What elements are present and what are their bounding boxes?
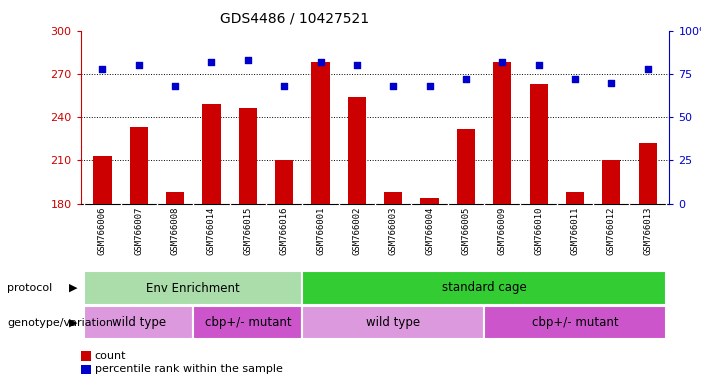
Point: [206, 59, 217, 65]
Bar: [84, 306, 193, 339]
Point: [243, 57, 254, 63]
Bar: [130, 127, 148, 204]
Bar: [193, 306, 302, 339]
Text: cbp+/- mutant: cbp+/- mutant: [531, 316, 618, 329]
Point: [606, 79, 617, 86]
Bar: [421, 198, 439, 204]
Text: wild type: wild type: [366, 316, 421, 329]
Text: GSM766010: GSM766010: [534, 207, 543, 255]
Bar: [566, 192, 584, 204]
Point: [461, 76, 472, 82]
Text: percentile rank within the sample: percentile rank within the sample: [95, 364, 283, 374]
Text: Env Enrichment: Env Enrichment: [147, 281, 240, 295]
Point: [496, 59, 508, 65]
Bar: [203, 104, 221, 204]
Bar: [348, 97, 366, 204]
Point: [533, 62, 544, 68]
Bar: [302, 306, 484, 339]
Bar: [302, 271, 666, 305]
Text: wild type: wild type: [111, 316, 166, 329]
Text: GSM766007: GSM766007: [135, 207, 143, 255]
Text: GDS4486 / 10427521: GDS4486 / 10427521: [220, 12, 369, 25]
Point: [133, 62, 144, 68]
Point: [424, 83, 435, 89]
Text: genotype/variation: genotype/variation: [7, 318, 113, 328]
Text: GSM766006: GSM766006: [98, 207, 107, 255]
Text: GSM766011: GSM766011: [571, 207, 580, 255]
Text: ▶: ▶: [69, 283, 78, 293]
Text: cbp+/- mutant: cbp+/- mutant: [205, 316, 291, 329]
Point: [315, 59, 326, 65]
Bar: [639, 143, 657, 204]
Point: [170, 83, 181, 89]
Text: GSM766003: GSM766003: [389, 207, 397, 255]
Bar: [166, 192, 184, 204]
Text: GSM766015: GSM766015: [243, 207, 252, 255]
Point: [388, 83, 399, 89]
Bar: [529, 84, 547, 204]
Point: [278, 83, 290, 89]
Bar: [84, 271, 302, 305]
Bar: [275, 161, 293, 204]
Text: protocol: protocol: [7, 283, 53, 293]
Text: GSM766002: GSM766002: [353, 207, 361, 255]
Text: GSM766001: GSM766001: [316, 207, 325, 255]
Bar: [457, 129, 475, 204]
Text: count: count: [95, 351, 126, 361]
Point: [351, 62, 362, 68]
Text: standard cage: standard cage: [442, 281, 526, 295]
Text: ▶: ▶: [69, 318, 78, 328]
Bar: [384, 192, 402, 204]
Text: GSM766016: GSM766016: [280, 207, 289, 255]
Text: GSM766012: GSM766012: [607, 207, 615, 255]
Text: GSM766008: GSM766008: [170, 207, 179, 255]
Text: GSM766004: GSM766004: [425, 207, 434, 255]
Text: GSM766009: GSM766009: [498, 207, 507, 255]
Bar: [239, 109, 257, 204]
Text: GSM766013: GSM766013: [643, 207, 652, 255]
Bar: [93, 156, 111, 204]
Text: GSM766014: GSM766014: [207, 207, 216, 255]
Text: GSM766005: GSM766005: [461, 207, 470, 255]
Bar: [484, 306, 666, 339]
Bar: [494, 62, 511, 204]
Point: [569, 76, 580, 82]
Bar: [602, 161, 620, 204]
Bar: [311, 62, 329, 204]
Point: [97, 66, 108, 72]
Point: [642, 66, 653, 72]
